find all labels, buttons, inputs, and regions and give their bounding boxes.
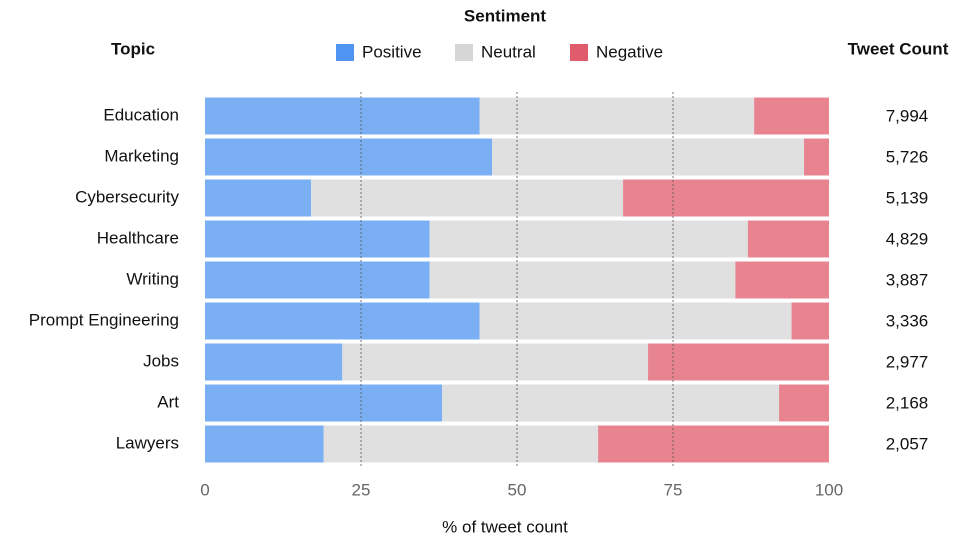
bar-segment [323,425,599,463]
x-tick-label: 100 [815,480,843,499]
legend-label: Negative [596,42,663,61]
bar-segment [779,384,829,422]
bar-segment [205,302,480,340]
legend-label: Neutral [481,42,536,61]
bar-segment [205,138,493,176]
bar-segment [205,220,430,258]
x-tick-label: 25 [352,480,371,499]
bar-segment [429,261,736,299]
tweet-count: 7,994 [886,106,929,125]
bar-segment [479,97,755,135]
bar-segment [429,220,748,258]
bar-segment [205,384,443,422]
x-tick-label: 75 [664,480,683,499]
category-header: Topic [111,39,155,58]
y-tick-label: Education [103,105,179,124]
legend-swatch [570,44,588,61]
bar-segment [735,261,829,299]
bar-segment [442,384,780,422]
tweet-count: 3,336 [886,311,929,330]
count-header: Tweet Count [848,39,949,58]
bar-segment [205,261,430,299]
legend-swatch [455,44,473,61]
x-axis-label: % of tweet count [442,517,568,536]
x-tick-label: 50 [508,480,527,499]
bar-segment [791,302,829,340]
bar-segment [623,179,829,217]
bar-segment [479,302,792,340]
bar-segment [205,425,324,463]
legend-title: Sentiment [464,6,547,25]
legend-label: Positive [362,42,422,61]
bar-segment [804,138,829,176]
tweet-count: 3,887 [886,270,929,289]
tweet-count: 4,829 [886,229,929,248]
y-tick-label: Marketing [104,146,179,165]
bar-segment [311,179,624,217]
y-tick-label: Jobs [143,351,179,370]
bar-segment [747,220,829,258]
tweet-count: 2,977 [886,352,929,371]
tweet-count: 2,168 [886,393,929,412]
tweet-count: 5,139 [886,188,929,207]
bar-segment [598,425,829,463]
bar-segment [205,343,343,381]
bar-segment [205,179,312,217]
x-tick-label: 0 [200,480,209,499]
bar-segment [648,343,829,381]
y-tick-label: Healthcare [97,228,179,247]
legend-swatch [336,44,354,61]
bar-segment [754,97,829,135]
y-tick-label: Prompt Engineering [29,310,179,329]
y-tick-label: Cybersecurity [75,187,179,206]
bar-segment [492,138,805,176]
bar-segment [205,97,480,135]
tweet-count: 5,726 [886,147,929,166]
tweet-count: 2,057 [886,434,929,453]
y-tick-label: Lawyers [116,433,179,452]
y-tick-label: Writing [126,269,179,288]
bar-segment [342,343,649,381]
y-tick-label: Art [157,392,179,411]
